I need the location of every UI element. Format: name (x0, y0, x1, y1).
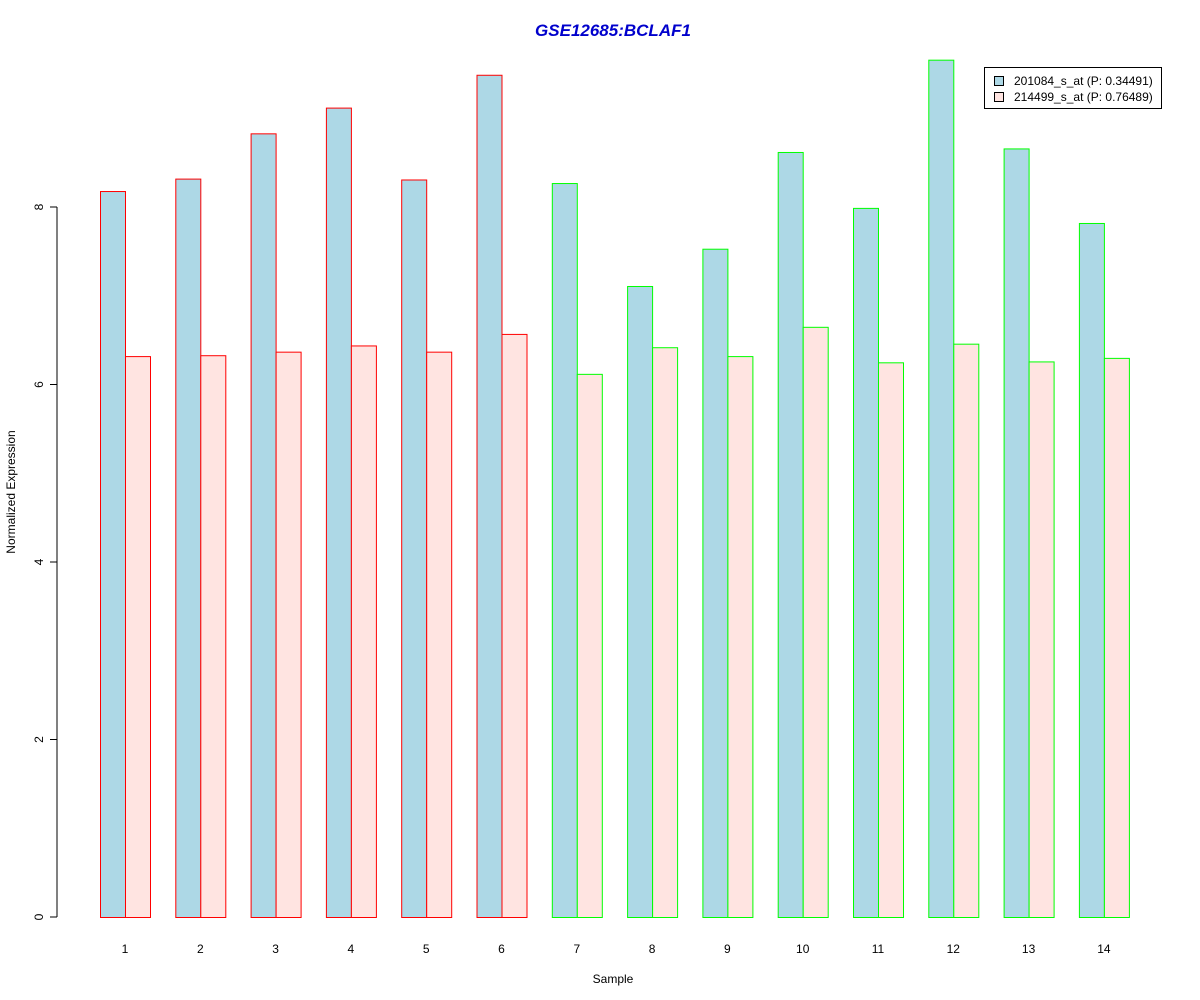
x-tick-label: 6 (498, 942, 505, 956)
y-tick-label: 8 (32, 203, 46, 210)
x-tick-label: 1 (122, 942, 129, 956)
bar-sample-9-series-1 (702, 248, 729, 918)
bar-sample-3-series-2 (275, 351, 302, 919)
bar-sample-13-series-1 (1003, 148, 1030, 919)
bar-sample-7-series-2 (576, 373, 603, 919)
x-tick-label: 13 (1022, 942, 1036, 956)
bar-sample-10-series-2 (802, 326, 829, 918)
y-tick-label: 6 (32, 381, 46, 388)
legend-swatch (994, 76, 1004, 86)
bar-sample-10-series-1 (777, 151, 804, 919)
x-tick-label: 9 (724, 942, 731, 956)
bar-sample-6-series-2 (501, 333, 528, 919)
bar-sample-5-series-1 (401, 179, 428, 919)
x-tick-label: 14 (1097, 942, 1111, 956)
x-tick-label: 2 (197, 942, 204, 956)
x-tick-label: 4 (348, 942, 355, 956)
bars (100, 59, 1130, 919)
bar-sample-14-series-1 (1078, 222, 1105, 919)
bar-sample-14-series-2 (1103, 357, 1130, 918)
bar-sample-1-series-1 (100, 191, 126, 918)
x-tick-label: 3 (272, 942, 279, 956)
legend-box (984, 67, 1162, 109)
bar-sample-3-series-1 (250, 133, 277, 918)
y-tick-label: 2 (32, 736, 46, 743)
y-tick-label: 0 (32, 913, 46, 920)
bar-sample-2-series-1 (175, 178, 202, 919)
bar-sample-13-series-2 (1028, 361, 1055, 918)
bar-sample-8-series-2 (652, 347, 679, 919)
bar-sample-8-series-1 (627, 285, 654, 918)
y-axis-label: Normalized Expression (4, 430, 18, 553)
x-tick-label: 10 (796, 942, 810, 956)
chart-title: GSE12685:BCLAF1 (535, 21, 691, 40)
legend-swatch (994, 92, 1004, 102)
bar-sample-1-series-2 (125, 356, 151, 919)
legend-label: 201084_s_at (P: 0.34491) (1014, 74, 1153, 88)
x-tick-label: 11 (872, 942, 885, 956)
y-tick-label: 4 (32, 558, 46, 565)
bar-sample-4-series-1 (325, 107, 352, 919)
bar-sample-12-series-1 (928, 59, 955, 919)
bar-sample-9-series-2 (727, 356, 754, 919)
bar-sample-7-series-1 (551, 183, 578, 919)
bar-sample-6-series-1 (476, 74, 503, 918)
legend: 201084_s_at (P: 0.34491) 214499_s_at (P: … (984, 67, 1162, 109)
bar-sample-11-series-2 (878, 362, 904, 918)
x-tick-label: 5 (423, 942, 430, 956)
x-tick-label: 7 (573, 942, 580, 956)
bar-sample-5-series-2 (426, 351, 453, 919)
bar-sample-2-series-2 (200, 355, 227, 918)
y-axis: 0 2 4 6 8 (32, 203, 58, 920)
x-axis-ticks: 1 2 3 4 5 6 7 8 9 10 11 12 13 14 (122, 942, 1111, 956)
x-axis-label: Sample (593, 972, 634, 986)
x-tick-label: 8 (649, 942, 656, 956)
legend-label: 214499_s_at (P: 0.76489) (1014, 90, 1153, 104)
bar-sample-11-series-1 (853, 207, 879, 918)
x-tick-label: 12 (947, 942, 961, 956)
bar-sample-4-series-2 (350, 345, 377, 918)
bar-sample-12-series-2 (953, 343, 980, 918)
